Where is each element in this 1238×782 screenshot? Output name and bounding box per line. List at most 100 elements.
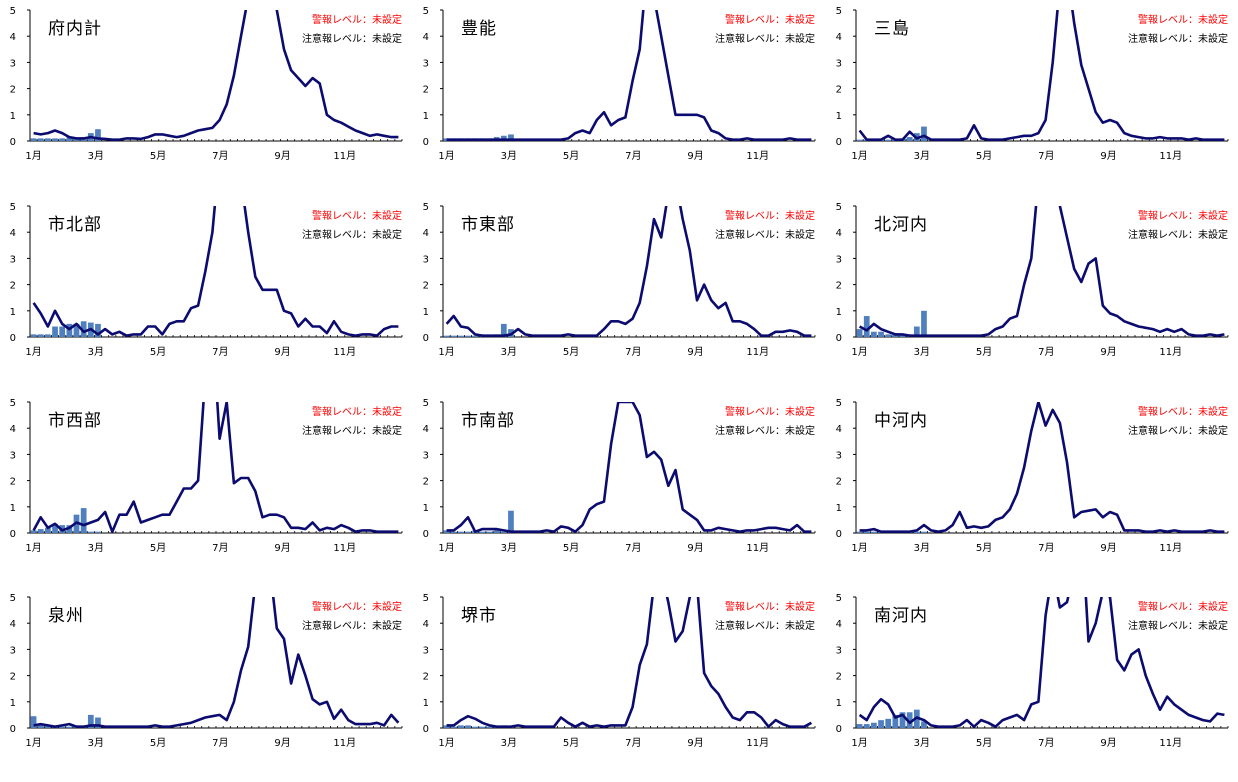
series-line [33,597,400,728]
bar [921,531,927,533]
alarm-level-label: 警報レベル：未設定 [1138,211,1228,222]
x-tick-label: 11月 [746,542,769,554]
x-tick-label: 9月 [274,150,290,162]
x-tick-label: 9月 [274,542,290,554]
x-tick-label: 11月 [1159,542,1182,554]
y-tick-label: 4 [423,32,429,43]
y-tick-label: 2 [836,672,842,683]
bar [486,726,493,728]
y-tick-label: 4 [836,32,842,43]
y-tick-label: 5 [836,593,842,604]
x-tick-label: 1月 [25,150,41,162]
chart-svg: 0 1 2 3 4 5 1月 3月 5月 7月 9月 11月 [836,398,1229,554]
y-tick-label: 1 [423,503,429,514]
y-tick-label: 1 [423,307,429,318]
bar [37,725,44,728]
alarm-level-label: 警報レベル：未設定 [1138,602,1228,613]
bar [465,335,471,337]
caution-level-label: 注意報レベル：未設定 [1128,34,1228,45]
y-tick-label: 2 [10,85,16,96]
bar [59,326,66,337]
y-tick-label: 0 [10,137,16,148]
x-tick-label: 9月 [687,346,703,358]
bar [52,523,58,533]
y-tick-label: 0 [10,724,16,735]
x-tick-label: 11月 [333,150,356,162]
alarm-level-label: 警報レベル：未設定 [725,407,815,418]
y-tick-label: 0 [423,333,429,344]
y-tick-label: 4 [10,619,16,630]
x-tick-label: 5月 [976,737,992,749]
bar [95,531,101,533]
y-tick-label: 5 [423,398,429,409]
bar [73,323,80,337]
bar [871,331,877,337]
series-line [32,402,399,533]
y-tick-label: 0 [836,529,842,540]
y-tick-label: 1 [10,307,16,318]
y-tick-label: 3 [836,58,842,69]
x-tick-label: 11月 [1159,150,1182,162]
x-tick-label: 3月 [88,150,104,162]
chart-svg: 0 1 2 3 4 5 1月 3月 5月 7月 9月 11月 [423,398,816,554]
bar [500,323,507,337]
x-tick-label: 9月 [687,150,703,162]
caution-level-label: 注意報レベル：未設定 [1128,230,1228,241]
x-tick-label: 7月 [212,150,228,162]
chart-svg: 0 1 2 3 4 5 1月 3月 5月 7月 9月 11月 [836,593,1229,749]
y-tick-label: 2 [10,477,16,488]
y-tick-label: 3 [10,450,16,461]
series-line [858,597,1225,728]
y-tick-label: 5 [423,593,429,604]
x-tick-label: 9月 [1100,737,1116,749]
x-tick-label: 7月 [212,737,228,749]
y-tick-label: 3 [10,254,16,265]
x-tick-label: 9月 [274,737,290,749]
bar [465,725,471,728]
bar [30,334,37,337]
x-tick-label: 3月 [88,542,104,554]
y-tick-label: 1 [836,698,842,709]
bar [95,129,101,141]
bar [479,531,486,533]
bar [37,138,44,141]
chart-svg: 0 1 2 3 4 5 1月 3月 5月 7月 9月 11月 [423,6,816,162]
chart-panel: 0 1 2 3 4 5 1月 3月 5月 7月 9月 11月 市北部 警報レベル：未設定 注意報レベル：未設… [0,196,412,391]
x-tick-label: 7月 [1038,346,1054,358]
chart-title: 市西部 [48,411,102,431]
x-tick-label: 5月 [563,150,579,162]
x-tick-label: 5月 [976,346,992,358]
bar [472,335,479,337]
caution-level-label: 注意報レベル：未設定 [302,621,402,632]
y-tick-label: 3 [423,58,429,69]
bar [443,530,450,533]
y-tick-label: 5 [836,202,842,213]
bar [878,720,884,728]
bar [921,310,927,337]
x-tick-label: 5月 [150,150,166,162]
y-tick-label: 3 [836,254,842,265]
y-tick-label: 2 [836,281,842,292]
alarm-level-label: 警報レベル：未設定 [312,211,402,222]
bar [30,716,37,728]
bar [66,137,73,141]
x-tick-label: 5月 [563,737,579,749]
y-tick-label: 1 [836,503,842,514]
x-tick-label: 11月 [746,346,769,358]
y-tick-label: 1 [10,698,16,709]
y-tick-label: 2 [10,281,16,292]
bar [885,334,892,337]
y-tick-label: 1 [836,307,842,318]
bar [899,712,906,728]
y-tick-label: 2 [423,672,429,683]
bar [458,725,464,728]
bar [885,718,892,728]
x-tick-label: 7月 [212,542,228,554]
series-line [445,206,812,337]
bar [856,724,863,728]
chart-title: 堺市 [461,606,497,626]
y-tick-label: 5 [10,6,16,17]
alarm-level-label: 警報レベル：未設定 [312,15,402,26]
bar [878,331,884,337]
chart-title: 府内計 [48,19,102,39]
